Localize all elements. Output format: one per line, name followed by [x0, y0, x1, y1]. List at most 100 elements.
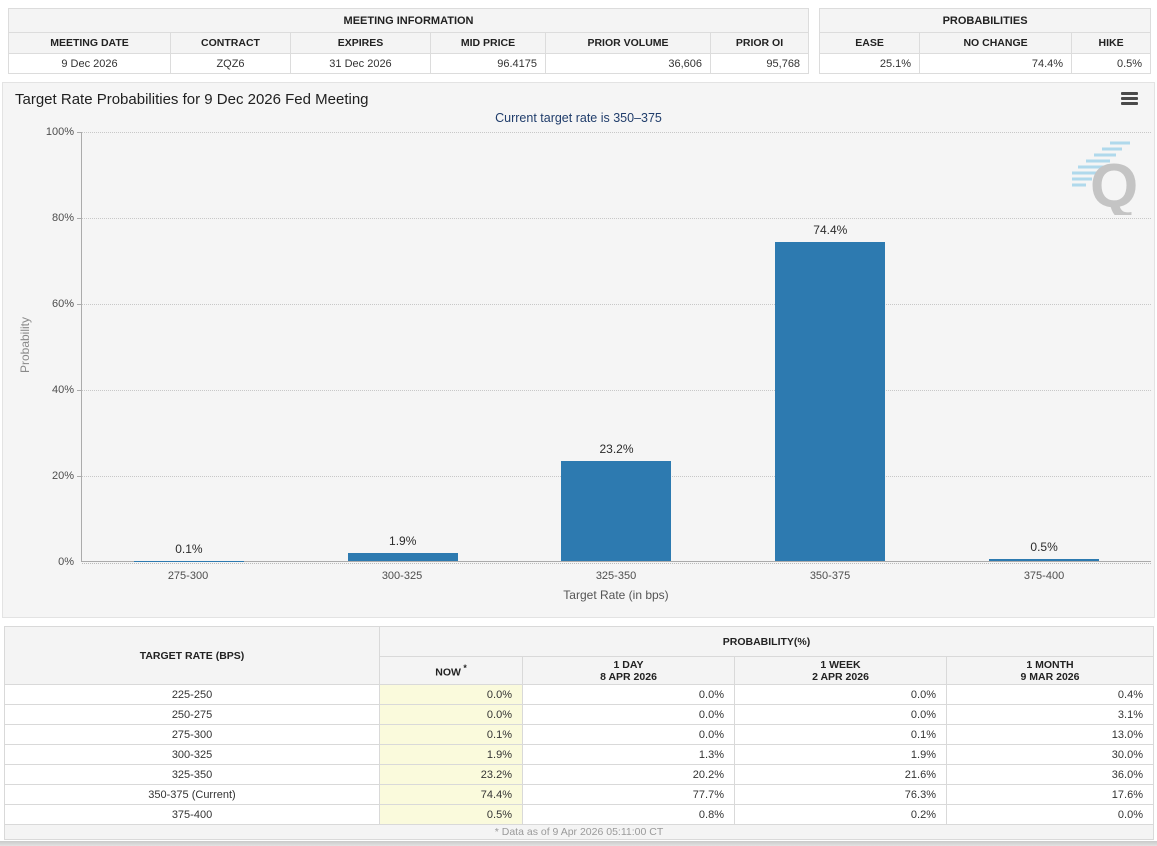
meeting-info-caption: MEETING INFORMATION	[7, 8, 810, 33]
col-header-mid-price: MID PRICE	[430, 32, 546, 54]
table-row: 375-400 0.5% 0.8% 0.2% 0.0%	[4, 804, 1154, 825]
week-cell: 21.6%	[734, 764, 947, 785]
prior-volume-value: 36,606	[545, 53, 711, 74]
x-tick-300-325: 300-325	[381, 570, 423, 582]
day-cell: 0.8%	[522, 804, 735, 825]
meeting-info-header-row: MEETING DATE CONTRACT EXPIRES MID PRICE …	[8, 32, 810, 54]
now-cell: 0.5%	[379, 804, 523, 825]
rate-cell: 325-350	[4, 764, 380, 785]
rate-cell: 225-250	[4, 684, 380, 705]
bar-slot-350-375: 74.4%	[723, 132, 937, 561]
bar-slot-275-300: 0.1%	[82, 132, 296, 561]
detail-header-group-row: TARGET RATE (BPS) PROBABILITY(%)	[4, 626, 1154, 685]
chart-title: Target Rate Probabilities for 9 Dec 2026…	[15, 91, 369, 108]
bar-slot-375-400: 0.5%	[937, 132, 1151, 561]
expires-value: 31 Dec 2026	[290, 53, 431, 74]
month-cell: 13.0%	[946, 724, 1154, 745]
bar-series: 0.1% 1.9% 23.2% 74.4% 0.5%	[82, 132, 1151, 561]
horizontal-scrollbar[interactable]	[0, 841, 1157, 846]
now-cell: 1.9%	[379, 744, 523, 765]
month-cell: 0.4%	[946, 684, 1154, 705]
probability-detail-table: TARGET RATE (BPS) PROBABILITY(%) NOW * 1…	[4, 626, 1154, 840]
month-cell: 17.6%	[946, 784, 1154, 805]
quikstrike-watermark-logo: Q	[1072, 141, 1138, 215]
y-tick-20: 20%	[51, 470, 74, 482]
bar-value-label: 74.4%	[813, 222, 848, 237]
probabilities-summary-table: PROBABILITIES EASE NO CHANGE HIKE 25.1% …	[819, 8, 1152, 74]
bar-value-label: 0.5%	[1030, 539, 1058, 554]
bar-value-label: 1.9%	[389, 533, 417, 548]
probabilities-data-row: 25.1% 74.4% 0.5%	[819, 53, 1152, 74]
detail-header-columns-row: NOW * 1 DAY 8 APR 2026 1 WEEK 2 APR 2026 1…	[5, 656, 1154, 685]
mid-price-value: 96.4175	[430, 53, 546, 74]
probabilities-caption: PROBABILITIES	[819, 8, 1152, 33]
col-header-contract: CONTRACT	[170, 32, 291, 54]
now-cell: 0.1%	[379, 724, 523, 745]
day-cell: 20.2%	[522, 764, 735, 785]
now-cell: 0.0%	[379, 684, 523, 705]
week-cell: 0.1%	[734, 724, 947, 745]
hike-value: 0.5%	[1071, 53, 1152, 74]
bar-value-label: 23.2%	[599, 442, 634, 457]
col-header-hike: HIKE	[1071, 32, 1152, 54]
bar-375-400[interactable]	[989, 558, 1100, 561]
svg-text:Q: Q	[1090, 152, 1138, 215]
now-cell: 23.2%	[379, 764, 523, 785]
probabilities-header-row: EASE NO CHANGE HIKE	[819, 32, 1152, 54]
table-row: 250-275 0.0% 0.0% 0.0% 3.1%	[4, 704, 1154, 725]
hamburger-menu-icon[interactable]	[1121, 92, 1138, 105]
gridline-80	[82, 218, 1151, 219]
col-header-1-day: 1 DAY 8 APR 2026	[522, 656, 735, 685]
x-axis-minor-ticks	[82, 563, 1151, 564]
col-header-meeting-date: MEETING DATE	[8, 32, 171, 54]
y-tick-80: 80%	[51, 212, 74, 224]
bar-slot-325-350: 23.2%	[510, 132, 724, 561]
table-footnote-row: * Data as of 9 Apr 2026 05:11:00 CT	[4, 824, 1154, 840]
col-header-expires: EXPIRES	[290, 32, 431, 54]
now-cell: 74.4%	[379, 784, 523, 805]
chart-subtitle: Current target rate is 350–375	[495, 111, 662, 125]
col-header-ease: EASE	[819, 32, 921, 54]
week-cell: 0.0%	[734, 704, 947, 725]
bar-300-325[interactable]	[347, 552, 458, 561]
col-header-target-rate: TARGET RATE (BPS)	[4, 626, 380, 685]
month-cell: 0.0%	[946, 804, 1154, 825]
day-cell: 77.7%	[522, 784, 735, 805]
rate-cell: 350-375 (Current)	[4, 784, 380, 805]
rate-cell: 250-275	[4, 704, 380, 725]
bar-325-350[interactable]	[561, 461, 672, 561]
rate-cell: 375-400	[4, 804, 380, 825]
rate-cell: 275-300	[4, 724, 380, 745]
month-cell: 30.0%	[946, 744, 1154, 765]
bar-350-375[interactable]	[775, 241, 886, 561]
table-row: 225-250 0.0% 0.0% 0.0% 0.4%	[4, 684, 1154, 705]
meeting-info-data-row: 9 Dec 2026 ZQZ6 31 Dec 2026 96.4175 36,6…	[8, 53, 810, 74]
col-header-now: NOW *	[379, 656, 523, 685]
y-tick-60: 60%	[51, 298, 74, 310]
no-change-value: 74.4%	[919, 53, 1073, 74]
y-tick-40: 40%	[51, 384, 74, 396]
meeting-date-value: 9 Dec 2026	[8, 53, 171, 74]
month-cell: 3.1%	[946, 704, 1154, 725]
day-cell: 0.0%	[522, 724, 735, 745]
target-rate-chart-panel: Target Rate Probabilities for 9 Dec 2026…	[2, 82, 1155, 618]
week-cell: 0.0%	[734, 684, 947, 705]
day-cell: 0.0%	[522, 704, 735, 725]
week-cell: 0.2%	[734, 804, 947, 825]
gridline-100	[82, 132, 1151, 133]
table-row: 300-325 1.9% 1.3% 1.9% 30.0%	[4, 744, 1154, 765]
x-tick-275-300: 275-300	[167, 570, 209, 582]
x-axis-title: Target Rate (in bps)	[563, 588, 669, 602]
data-as-of-footnote: * Data as of 9 Apr 2026 05:11:00 CT	[4, 824, 1154, 840]
table-row: 275-300 0.1% 0.0% 0.1% 13.0%	[4, 724, 1154, 745]
col-header-no-change: NO CHANGE	[919, 32, 1073, 54]
ease-value: 25.1%	[819, 53, 921, 74]
y-tick-0: 0%	[58, 556, 74, 568]
week-cell: 76.3%	[734, 784, 947, 805]
bar-slot-300-325: 1.9%	[296, 132, 510, 561]
col-header-1-week: 1 WEEK 2 APR 2026	[734, 656, 947, 685]
x-tick-375-400: 375-400	[1023, 570, 1065, 582]
col-header-1-month: 1 MONTH 9 MAR 2026	[946, 656, 1154, 685]
table-row-current: 350-375 (Current) 74.4% 77.7% 76.3% 17.6…	[4, 784, 1154, 805]
week-cell: 1.9%	[734, 744, 947, 765]
